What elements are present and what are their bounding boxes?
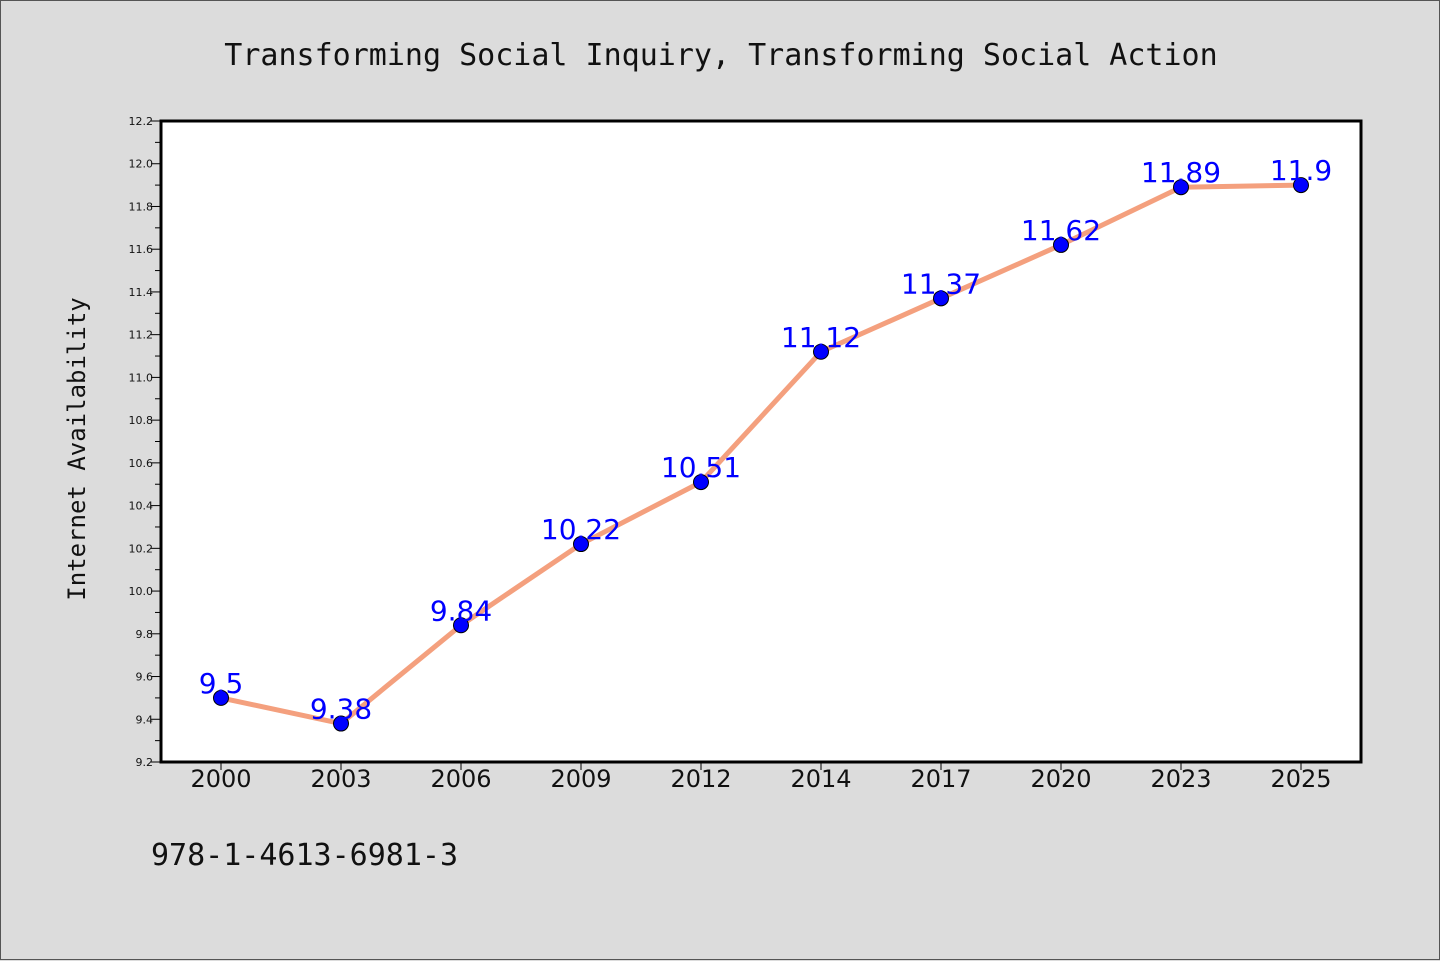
y-tick-label: 12.2	[129, 115, 154, 128]
series-line	[218, 182, 1304, 727]
data-point-marker	[933, 290, 949, 307]
data-point-marker	[813, 343, 829, 360]
data-point-marker	[1053, 236, 1069, 253]
y-tick-label: 11.4	[129, 286, 154, 299]
y-tick-label: 10.0	[129, 585, 154, 598]
y-tick-label: 10.6	[129, 457, 154, 470]
y-tick-label: 9.4	[136, 713, 154, 726]
data-point-marker	[573, 536, 589, 553]
x-tick-label: 2009	[550, 765, 611, 793]
data-point-marker	[1173, 179, 1189, 196]
x-tick-label: 2006	[430, 765, 491, 793]
data-label: 9.38	[310, 693, 372, 726]
data-label: 9.5	[199, 667, 244, 700]
series-markers	[213, 177, 1309, 732]
data-label: 10.51	[661, 451, 741, 484]
y-tick-label: 11.8	[129, 200, 154, 213]
chart-title: Transforming Social Inquiry, Transformin…	[224, 38, 1217, 73]
data-point-marker	[453, 617, 469, 634]
data-label: 9.84	[430, 594, 492, 627]
y-axis: 9.2 9.4 9.6 9.8 10.0 10.2 10.4 10.6 10.8 11.0 11.2…	[129, 115, 161, 769]
x-tick-label: 2000	[190, 765, 251, 793]
x-tick-label: 2014	[790, 765, 851, 793]
data-point-marker	[213, 689, 229, 706]
x-tick-label: 2025	[1270, 765, 1331, 793]
x-axis: 2000 2003 2006 2009 2012 2014 2017 2020 2023 2025	[190, 762, 1332, 793]
x-tick-label: 2003	[310, 765, 371, 793]
x-tick-label: 2023	[1150, 765, 1211, 793]
data-labels: 9.5 9.38 9.84 10.22 10.51 11.12 11.37 11.62 11.8…	[199, 154, 1332, 725]
y-tick-label: 9.8	[136, 628, 154, 641]
x-tick-label: 2017	[910, 765, 971, 793]
y-tick-label: 11.2	[129, 329, 154, 342]
y-tick-label: 9.6	[136, 671, 154, 684]
x-tick-label: 2012	[670, 765, 731, 793]
data-point-marker	[693, 474, 709, 491]
y-tick-label: 9.2	[136, 756, 154, 769]
y-tick-label: 12.0	[129, 158, 154, 171]
data-label: 11.62	[1021, 214, 1101, 247]
y-tick-label: 10.4	[129, 500, 154, 513]
data-label: 11.89	[1141, 156, 1221, 189]
isbn-text: 978-1-4613-6981-3	[151, 838, 458, 873]
plot-area	[159, 119, 1363, 764]
y-tick-label: 11.6	[129, 243, 154, 256]
data-label: 11.12	[781, 321, 861, 354]
y-tick-label: 10.8	[129, 414, 154, 427]
x-tick-label: 2020	[1030, 765, 1091, 793]
data-point-marker	[333, 715, 349, 732]
data-label: 11.37	[901, 267, 981, 300]
data-label: 11.9	[1270, 154, 1332, 187]
y-tick-label: 10.2	[129, 542, 154, 555]
y-axis-label: Internet Availability	[63, 297, 91, 600]
data-label: 10.22	[541, 513, 621, 546]
y-tick-label: 11.0	[129, 371, 154, 384]
data-point-marker	[1293, 177, 1309, 194]
